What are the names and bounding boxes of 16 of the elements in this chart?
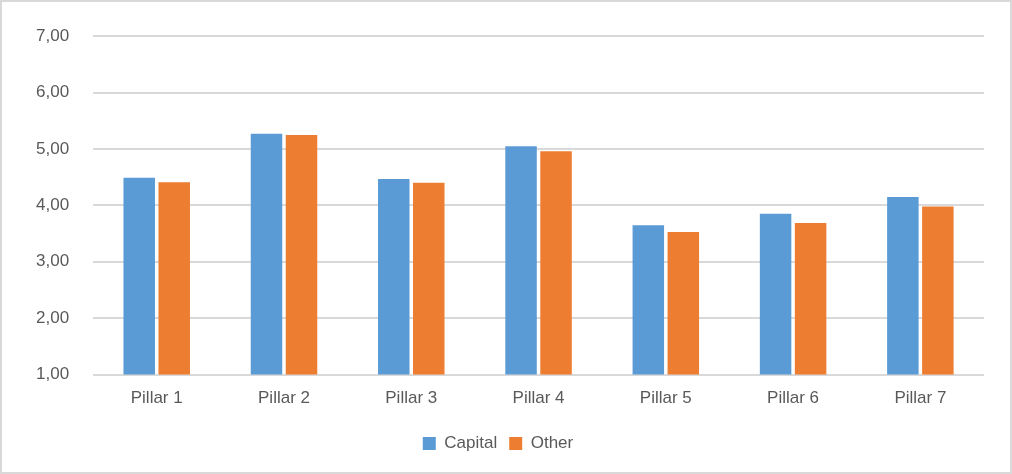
x-tick-label: Pillar 2 [258, 388, 310, 408]
y-tick-label: 7,00 [35, 25, 70, 45]
x-tick-label: Pillar 1 [130, 388, 183, 408]
x-tick-label: Pillar 4 [512, 388, 565, 408]
x-tick-label: Pillar 5 [639, 388, 692, 408]
legend-label: Other [530, 433, 574, 453]
y-tick-label: 6,00 [35, 82, 70, 102]
y-tick-label: 4,00 [35, 195, 70, 215]
y-tick-label: 1,00 [35, 364, 70, 384]
legend-label: Capital [444, 433, 498, 453]
x-tick-label: Pillar 6 [767, 388, 820, 408]
y-tick-label: 5,00 [35, 138, 70, 158]
y-tick-label: 3,00 [35, 251, 70, 271]
y-tick-label: 2,00 [35, 307, 70, 327]
x-tick-label: Pillar 7 [894, 388, 947, 408]
x-tick-label: Pillar 3 [385, 388, 438, 408]
